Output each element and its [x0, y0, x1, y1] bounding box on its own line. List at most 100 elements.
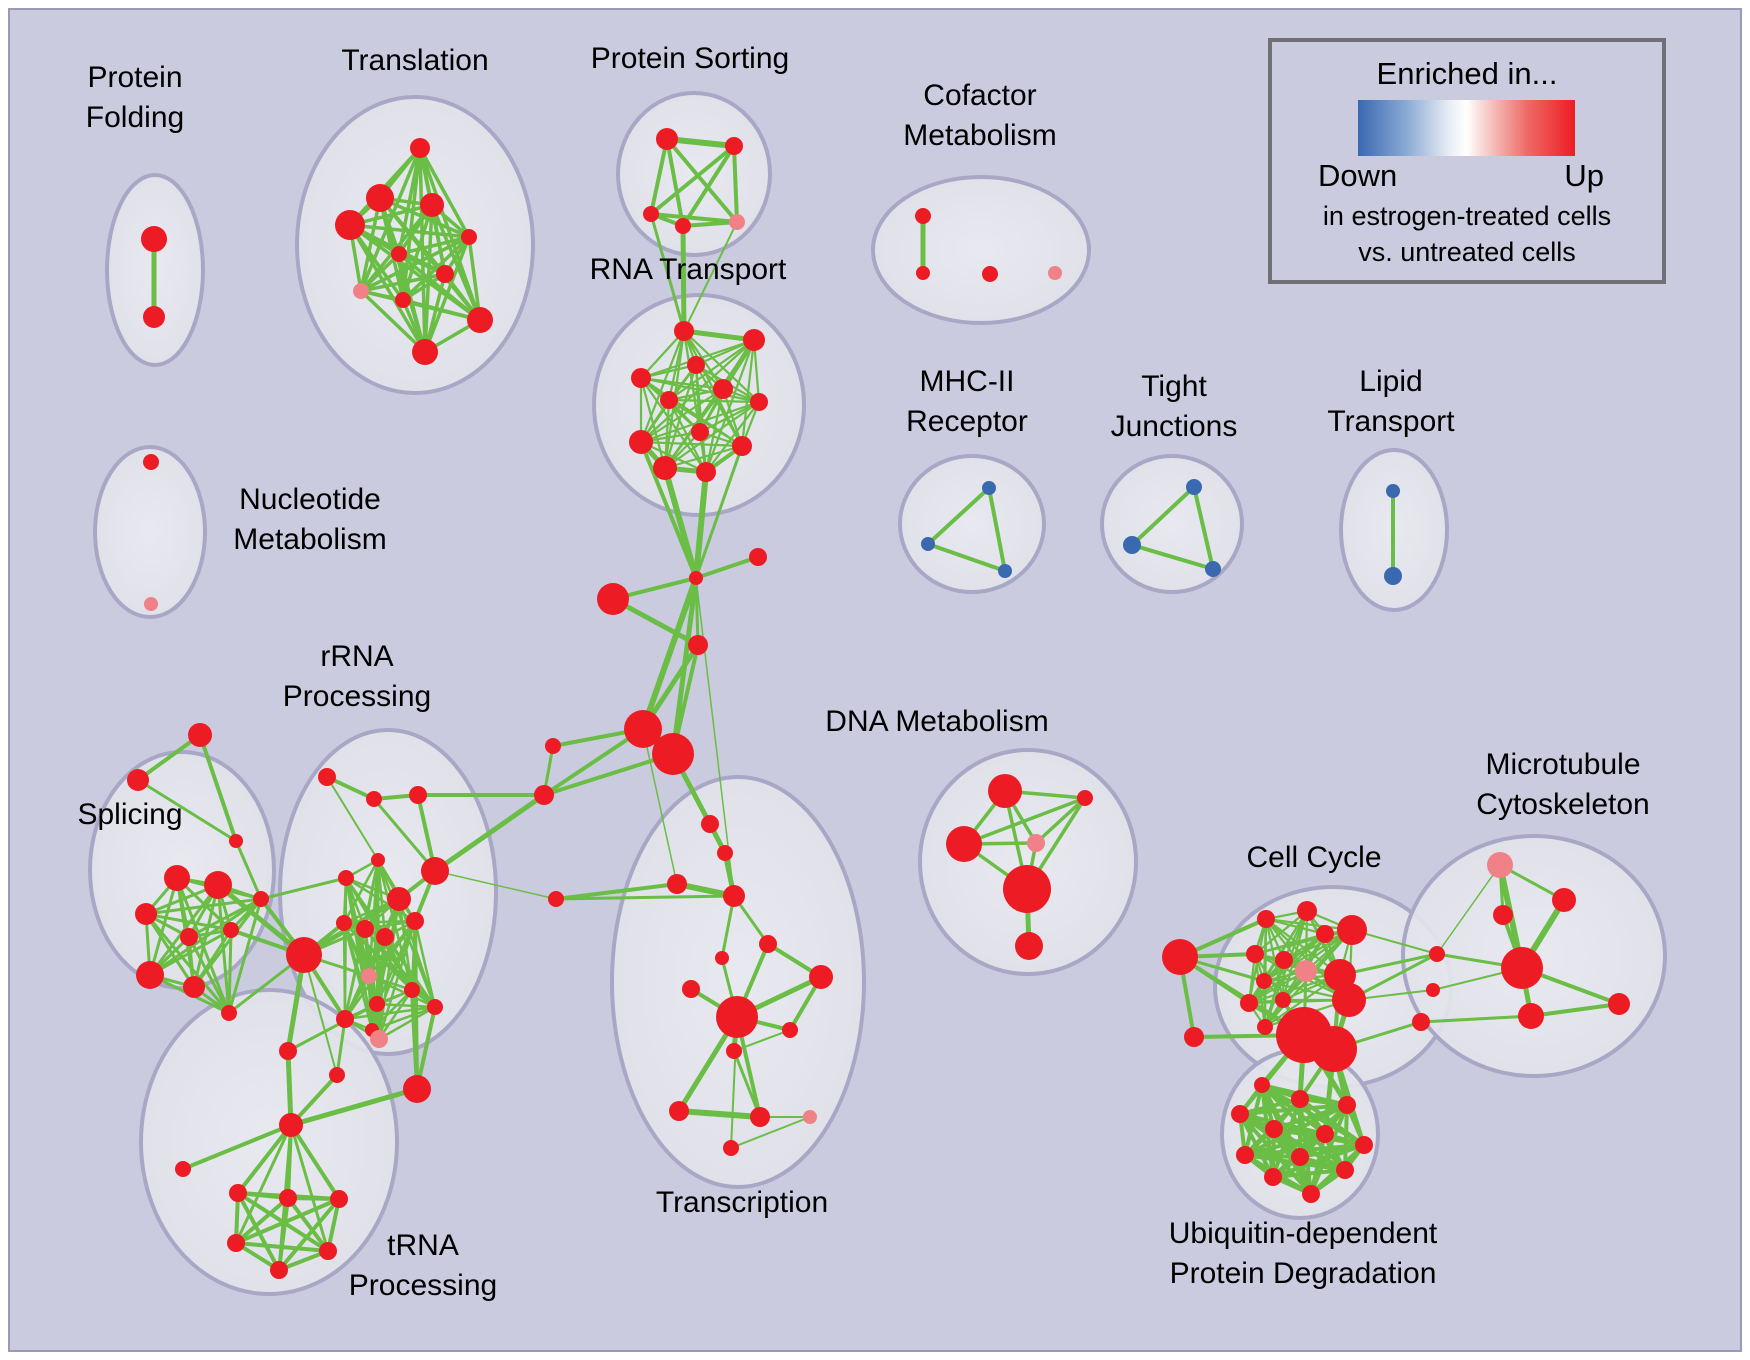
network-node [689, 571, 703, 585]
network-node [915, 208, 931, 224]
network-node [1493, 905, 1513, 925]
network-node [653, 456, 677, 480]
network-edge [694, 444, 744, 580]
network-edge [682, 329, 725, 391]
network-node [229, 834, 243, 848]
network-node [370, 1030, 388, 1048]
network-node [1552, 888, 1576, 912]
network-node [353, 283, 369, 299]
network-edge [377, 919, 417, 1041]
network-edge [639, 400, 761, 444]
network-node [682, 980, 700, 998]
network-edge [234, 1197, 341, 1245]
network-edge [286, 1002, 379, 1053]
cluster-label: Cofactor Metabolism [903, 79, 1056, 152]
network-edge [144, 912, 231, 1015]
network-node [410, 138, 430, 158]
network-node [270, 1261, 288, 1279]
network-edge [1253, 909, 1309, 956]
legend-down-label: Down [1318, 158, 1398, 193]
network-node [725, 137, 743, 155]
network-node [1205, 561, 1221, 577]
network-edge [682, 329, 761, 404]
network-node [726, 1043, 742, 1059]
network-edge [288, 1086, 420, 1128]
network-node [1077, 790, 1093, 806]
network-node [669, 1101, 689, 1121]
network-node [406, 912, 424, 930]
network-node [1246, 945, 1264, 963]
network-node [412, 339, 438, 365]
network-edge [730, 1016, 738, 1149]
network-node [1518, 1003, 1544, 1029]
network-node [732, 436, 752, 456]
cluster-ellipse [93, 445, 207, 619]
network-node [366, 791, 382, 807]
network-node [387, 887, 411, 911]
network-edge [732, 1049, 762, 1119]
network-node [403, 1075, 431, 1103]
network-edge [721, 387, 744, 448]
network-node [749, 548, 767, 566]
network-edge [639, 376, 708, 474]
network-node [716, 996, 758, 1038]
network-edge [695, 577, 735, 897]
network-edge [663, 444, 744, 470]
network-node [759, 935, 777, 953]
network-edge [372, 797, 437, 873]
network-node [631, 368, 651, 388]
enrichment-map-figure: Protein Folding Translation Protein Sorting… [8, 8, 1742, 1352]
network-node [279, 1113, 303, 1137]
network-node [998, 564, 1012, 578]
network-edge [1338, 952, 1439, 977]
network-node [548, 891, 564, 907]
network-node [180, 928, 198, 946]
network-node [1332, 983, 1366, 1017]
network-node [279, 1042, 297, 1060]
network-node [988, 774, 1022, 808]
network-edge [732, 144, 739, 224]
network-node [534, 785, 554, 805]
network-edge [649, 212, 686, 333]
cluster-label: DNA Metabolism [825, 705, 1048, 738]
network-node [1384, 567, 1402, 585]
network-edge [136, 778, 238, 843]
network-edge [1264, 917, 1327, 936]
network-node [1316, 925, 1334, 943]
network-edge [676, 1108, 763, 1120]
network-edge [694, 576, 700, 647]
network-edge [144, 912, 233, 932]
network-edge [326, 776, 379, 861]
network-node [1256, 973, 1272, 989]
network-node [1337, 915, 1367, 945]
network-node [188, 723, 212, 747]
network-edge [683, 221, 738, 332]
network-edge [359, 196, 382, 293]
network-node [713, 379, 733, 399]
network-node [729, 214, 745, 230]
network-node [330, 1190, 348, 1208]
cluster-ellipse [898, 454, 1046, 594]
network-edge [733, 1029, 791, 1052]
network-edge [383, 935, 414, 992]
network-edge [289, 1123, 341, 1201]
network-node [1429, 946, 1445, 962]
network-node [1487, 852, 1513, 878]
network-node [143, 306, 165, 328]
network-edge [662, 465, 699, 581]
cluster-label: Splicing [77, 798, 182, 831]
network-node [144, 597, 158, 611]
network-node [183, 976, 205, 998]
cluster-ellipse [918, 748, 1138, 976]
network-node [696, 462, 716, 482]
network-node [223, 922, 239, 938]
network-edge [375, 1002, 437, 1009]
cluster-label: Transcription [656, 1186, 828, 1219]
cluster-label: Translation [341, 44, 488, 77]
network-edge [301, 896, 402, 958]
network-edge [639, 376, 761, 404]
network-node [629, 430, 653, 454]
network-edge [639, 329, 686, 444]
network-edge [554, 882, 679, 901]
